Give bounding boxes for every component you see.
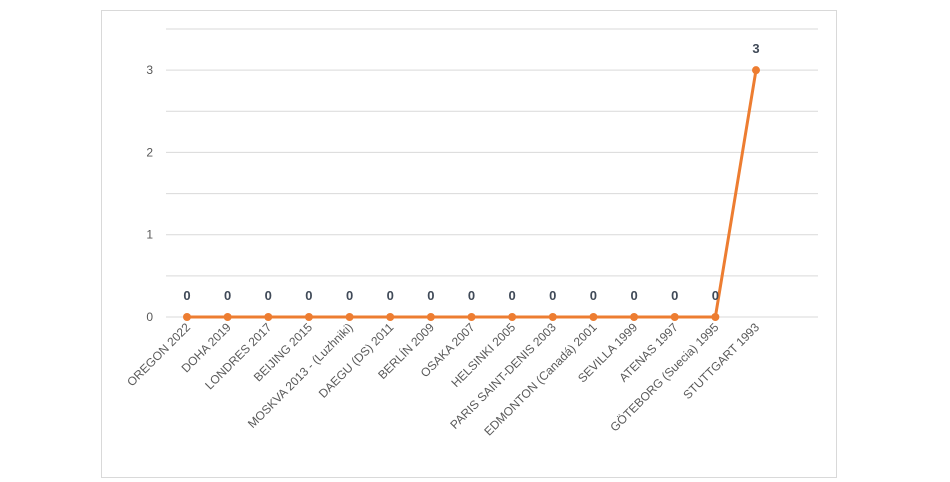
data-label: 0 (468, 288, 475, 303)
chart-frame (101, 10, 837, 478)
data-label: 0 (305, 288, 312, 303)
data-label: 0 (590, 288, 597, 303)
data-point (752, 66, 760, 75)
data-point (223, 313, 232, 321)
y-tick-label: 2 (146, 145, 153, 159)
data-point (426, 313, 435, 321)
data-label: 0 (630, 288, 637, 303)
data-label: 0 (265, 288, 272, 303)
y-tick-label: 0 (146, 310, 153, 324)
data-point (467, 313, 476, 321)
data-point (345, 313, 354, 321)
data-point (508, 313, 517, 321)
data-point (670, 313, 679, 321)
data-label: 0 (427, 288, 434, 303)
data-point (711, 313, 720, 321)
y-tick-label: 3 (146, 63, 153, 77)
data-point (630, 313, 639, 321)
data-label: 0 (671, 288, 678, 303)
data-point (264, 313, 273, 321)
data-label: 0 (183, 288, 190, 303)
data-label: 0 (224, 288, 231, 303)
data-label: 0 (387, 288, 394, 303)
y-tick-label: 1 (146, 228, 153, 242)
data-label: 0 (346, 288, 353, 303)
data-point (304, 313, 313, 321)
data-point (386, 313, 395, 321)
data-label: 0 (549, 288, 556, 303)
data-label: 3 (752, 41, 759, 56)
data-point (548, 313, 557, 321)
data-label: 0 (509, 288, 516, 303)
data-label: 0 (712, 288, 719, 303)
data-point (183, 313, 191, 321)
data-point (589, 313, 598, 321)
